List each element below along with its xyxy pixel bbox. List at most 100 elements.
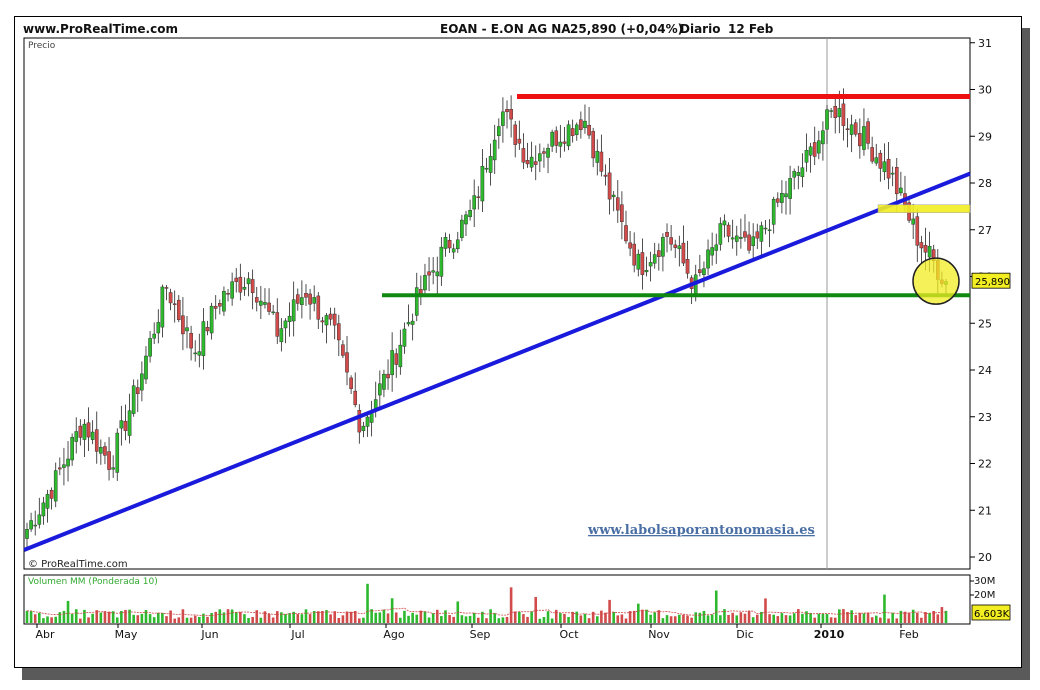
period-label: Diario — [680, 22, 721, 36]
candle-body — [419, 289, 423, 294]
volume-bar — [95, 610, 99, 623]
volume-bar — [936, 614, 940, 623]
volume-bar — [165, 616, 168, 623]
candle-body — [661, 237, 665, 257]
volume-bar — [628, 611, 632, 623]
volume-bar — [702, 610, 706, 623]
volume-bar — [259, 617, 263, 623]
volume-bar — [739, 612, 743, 623]
volume-bar — [366, 583, 369, 623]
candle-body — [156, 322, 161, 334]
volume-bar — [554, 609, 558, 623]
volume-bar — [780, 613, 784, 623]
volume-bar — [419, 610, 423, 623]
candle-body — [849, 124, 854, 135]
candle-body — [135, 387, 140, 394]
volume-bar — [817, 613, 821, 623]
candle-body — [677, 245, 682, 249]
volume-bar — [267, 613, 271, 623]
candle-body — [451, 248, 456, 253]
x-tick-label: Sep — [470, 628, 491, 641]
x-tick-label: Nov — [648, 628, 670, 641]
volume-bar — [448, 614, 451, 623]
candle-body — [755, 231, 760, 239]
website-watermark[interactable]: www.labolsaporantonomasia.es — [587, 523, 815, 538]
volume-bar — [612, 611, 615, 623]
candle-body — [796, 172, 801, 176]
candle-body — [300, 297, 304, 305]
candle-body — [230, 281, 234, 299]
volume-bar — [887, 618, 890, 623]
volume-bar — [690, 617, 693, 623]
candle-body — [886, 158, 891, 179]
volume-bar — [394, 612, 398, 623]
volume-bar — [632, 610, 636, 623]
volume-bar — [243, 614, 246, 623]
volume-bar — [513, 611, 517, 623]
candle-body — [464, 214, 468, 225]
volume-bar — [468, 615, 472, 623]
volume-bar — [546, 611, 550, 623]
volume-bar — [538, 618, 542, 623]
volume-bar — [706, 615, 710, 623]
candle-body — [218, 303, 222, 307]
volume-bar — [809, 612, 812, 623]
volume-bar — [296, 614, 300, 623]
volume-bar — [653, 612, 657, 623]
candle-body — [739, 236, 743, 239]
price-panel — [23, 37, 971, 570]
candle-body — [702, 268, 706, 275]
volume-bar — [472, 612, 476, 623]
highlight-circle — [912, 257, 960, 305]
candle-body — [45, 494, 50, 509]
price-panel-label: Precio — [28, 41, 56, 51]
volume-bar — [144, 610, 148, 623]
candle-body — [870, 147, 874, 162]
candles — [25, 88, 948, 548]
candle-body — [37, 514, 42, 525]
x-axis: Abr May Jun Jul Ago Sep Oct Nov Dic 2010 Feb — [35, 624, 919, 641]
candle-body — [730, 237, 735, 240]
volume-bar — [735, 615, 739, 623]
volume-bar — [358, 618, 361, 623]
volume-bar — [678, 614, 681, 623]
candle-body — [751, 236, 755, 247]
candle-body — [410, 320, 415, 325]
quote-label: 25,890 (+0,04%) — [570, 22, 684, 36]
candle-body — [152, 333, 156, 339]
candle-body — [361, 425, 366, 431]
volume-bar — [337, 617, 341, 623]
volume-bar — [79, 618, 82, 623]
candle-body — [423, 275, 427, 291]
candle-body — [267, 302, 271, 312]
candle-body — [669, 237, 673, 245]
volume-bar — [518, 611, 521, 623]
volume-bar — [870, 617, 874, 623]
y-tick-label: 28 — [978, 177, 992, 190]
candle-body — [480, 166, 485, 202]
candle-body — [312, 297, 316, 304]
candle-body — [529, 156, 534, 168]
x-tick-label: Abr — [35, 628, 55, 641]
candle-body — [624, 225, 628, 242]
y-tick-label: 24 — [978, 364, 992, 377]
volume-bar — [850, 610, 853, 623]
volume-bar — [169, 610, 172, 623]
volume-bar — [530, 611, 533, 623]
candle-body — [279, 328, 284, 343]
volume-bar — [353, 611, 357, 623]
volume-bar — [111, 611, 115, 623]
volume-bar — [874, 615, 878, 623]
volume-bar — [185, 617, 189, 623]
volume-bar — [485, 618, 488, 623]
candle-body — [394, 353, 399, 365]
candle-body — [780, 193, 784, 203]
candle-body — [406, 322, 411, 325]
candle-body — [825, 109, 829, 130]
candle-body — [349, 377, 353, 389]
candle-body — [472, 195, 476, 210]
volume-bar — [801, 613, 804, 623]
y-tick-label: 29 — [978, 130, 992, 143]
candle-body — [599, 151, 604, 172]
site-label[interactable]: www.ProRealTime.com — [23, 22, 178, 36]
